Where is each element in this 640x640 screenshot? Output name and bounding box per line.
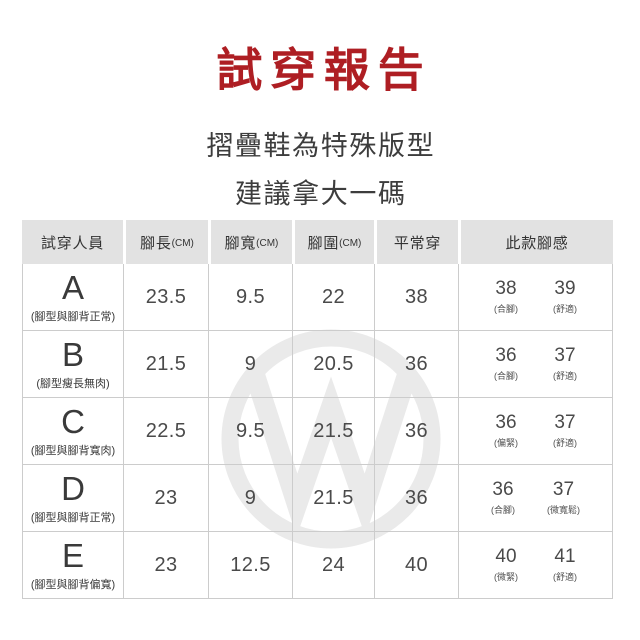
foot-length-value: 23.5 xyxy=(123,264,208,330)
feel-note: (合腳) xyxy=(491,505,515,515)
fit-report-table: 試穿人員 腳長 (CM) 腳寬 (CM) 腳圍 (CM) 平常穿 此款腳感 A (腳型… xyxy=(22,220,613,599)
tester-cell: B (腳型瘦長無肉) xyxy=(23,331,123,397)
foot-girth-value: 24 xyxy=(292,532,374,598)
foot-length-value: 22.5 xyxy=(123,398,208,464)
header-foot-girth: 腳圍 (CM) xyxy=(292,220,374,264)
feel-option-1: 36 (偏緊) xyxy=(494,413,518,449)
page-title: 試穿報告 xyxy=(216,44,432,96)
feel-size: 41 xyxy=(554,546,576,567)
feel-option-1: 38 (合腳) xyxy=(494,279,518,315)
subtitle-line-1: 摺疊鞋為特殊版型 xyxy=(206,131,436,161)
feel-note: (微寬鬆) xyxy=(547,505,580,515)
table-row-c: C (腳型與腳背寬肉) 22.5 9.5 21.5 36 36 (偏緊) 37 … xyxy=(23,398,612,465)
foot-girth-value: 21.5 xyxy=(292,465,374,531)
table-row-a: A (腳型與腳背正常) 23.5 9.5 22 38 38 (合腳) 39 (舒… xyxy=(23,264,612,331)
feel-size: 38 xyxy=(495,278,517,299)
usual-size-value: 36 xyxy=(374,331,458,397)
tester-id: C xyxy=(61,402,85,440)
feel-size: 36 xyxy=(492,479,514,500)
w-monogram-circle-logo-icon xyxy=(221,329,441,549)
table-row-b: B (腳型瘦長無肉) 21.5 9 20.5 36 36 (合腳) 37 (舒適… xyxy=(23,331,612,398)
tester-id: D xyxy=(61,469,85,507)
feel-option-2: 37 (微寬鬆) xyxy=(547,480,580,516)
feel-note: (舒適) xyxy=(553,304,577,314)
foot-girth-value: 21.5 xyxy=(292,398,374,464)
table-row-e: E (腳型與腳背偏寬) 23 12.5 24 40 40 (微緊) 41 (舒適… xyxy=(23,532,612,599)
foot-girth-value: 22 xyxy=(292,264,374,330)
feel-option-1: 36 (合腳) xyxy=(494,346,518,382)
tester-id: A xyxy=(61,268,84,306)
usual-size-value: 36 xyxy=(374,465,458,531)
feel-option-1: 36 (合腳) xyxy=(491,480,515,516)
header-usual-size: 平常穿 xyxy=(374,220,458,264)
tester-cell: C (腳型與腳背寬肉) xyxy=(23,398,123,464)
feel-size: 36 xyxy=(495,345,517,366)
header-foot-length: 腳長 (CM) xyxy=(123,220,208,264)
fit-feel-cell: 36 (偏緊) 37 (舒適) xyxy=(458,398,612,464)
foot-width-value: 12.5 xyxy=(208,532,292,598)
feel-size: 37 xyxy=(554,345,576,366)
feel-size: 40 xyxy=(495,546,517,567)
tester-cell: E (腳型與腳背偏寬) xyxy=(23,532,123,598)
feel-note: (舒適) xyxy=(553,371,577,381)
tester-id: E xyxy=(61,536,84,574)
usual-size-value: 40 xyxy=(374,532,458,598)
foot-length-value: 23 xyxy=(123,465,208,531)
tester-foot-description: (腳型瘦長無肉) xyxy=(36,377,110,390)
tester-cell: A (腳型與腳背正常) xyxy=(23,264,123,330)
foot-girth-value: 20.5 xyxy=(292,331,374,397)
header-tester: 試穿人員 xyxy=(22,220,123,264)
feel-option-2: 37 (舒適) xyxy=(553,413,577,449)
feel-option-1: 40 (微緊) xyxy=(494,547,518,583)
feel-size: 37 xyxy=(554,412,576,433)
feel-note: (合腳) xyxy=(494,304,518,314)
table-header-row: 試穿人員 腳長 (CM) 腳寬 (CM) 腳圍 (CM) 平常穿 此款腳感 xyxy=(22,220,613,264)
table-row-d: D (腳型與腳背正常) 23 9 21.5 36 36 (合腳) 37 (微寬鬆… xyxy=(23,465,612,532)
fit-feel-cell: 36 (合腳) 37 (微寬鬆) xyxy=(458,465,612,531)
feel-note: (舒適) xyxy=(553,572,577,582)
feel-option-2: 37 (舒適) xyxy=(553,346,577,382)
tester-foot-description: (腳型與腳背寬肉) xyxy=(30,444,116,457)
usual-size-value: 38 xyxy=(374,264,458,330)
foot-width-value: 9.5 xyxy=(208,264,292,330)
tester-cell: D (腳型與腳背正常) xyxy=(23,465,123,531)
foot-length-value: 23 xyxy=(123,532,208,598)
header-foot-width: 腳寬 (CM) xyxy=(208,220,292,264)
table-body: A (腳型與腳背正常) 23.5 9.5 22 38 38 (合腳) 39 (舒… xyxy=(22,264,613,599)
feel-note: (合腳) xyxy=(494,371,518,381)
fit-feel-cell: 38 (合腳) 39 (舒適) xyxy=(458,264,612,330)
feel-note: (舒適) xyxy=(553,438,577,448)
feel-size: 39 xyxy=(554,278,576,299)
feel-note: (微緊) xyxy=(494,572,518,582)
header-fit-feel: 此款腳感 xyxy=(458,220,613,264)
feel-option-2: 41 (舒適) xyxy=(553,547,577,583)
foot-width-value: 9.5 xyxy=(208,398,292,464)
tester-id: B xyxy=(61,335,84,373)
tester-foot-description: (腳型與腳背正常) xyxy=(30,310,116,323)
tester-foot-description: (腳型與腳背正常) xyxy=(30,511,116,524)
fit-feel-cell: 40 (微緊) 41 (舒適) xyxy=(458,532,612,598)
foot-width-value: 9 xyxy=(208,465,292,531)
subtitle-line-2: 建議拿大一碼 xyxy=(234,179,407,209)
feel-size: 37 xyxy=(552,479,575,500)
feel-size: 36 xyxy=(495,412,517,433)
feel-option-2: 39 (舒適) xyxy=(553,279,577,315)
feel-note: (偏緊) xyxy=(494,438,518,448)
foot-width-value: 9 xyxy=(208,331,292,397)
foot-length-value: 21.5 xyxy=(123,331,208,397)
tester-foot-description: (腳型與腳背偏寬) xyxy=(30,578,116,591)
fit-feel-cell: 36 (合腳) 37 (舒適) xyxy=(458,331,612,397)
usual-size-value: 36 xyxy=(374,398,458,464)
